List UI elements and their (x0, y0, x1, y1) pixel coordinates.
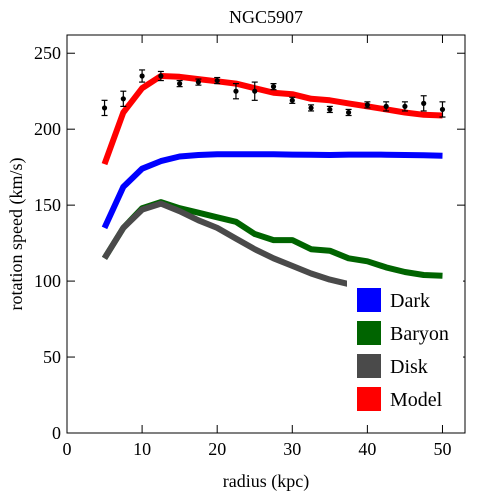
x-tick-label: 50 (433, 439, 451, 459)
legend-label-baryon: Baryon (390, 323, 449, 345)
series-lines (101, 73, 443, 310)
x-tick-label: 40 (358, 439, 376, 459)
legend: Dark Baryon Disk Model (347, 280, 463, 416)
legend-swatch-model (357, 387, 381, 411)
y-tick-label: 0 (52, 423, 61, 443)
data-point (252, 88, 258, 94)
y-tick-label: 100 (34, 271, 61, 291)
data-point (421, 100, 427, 106)
chart-title: NGC5907 (229, 7, 303, 27)
legend-swatch-disk (357, 354, 381, 378)
data-point (120, 96, 126, 102)
data-point (346, 109, 352, 116)
data-point (195, 79, 202, 85)
data-point (327, 106, 333, 113)
x-tick-label: 20 (208, 439, 226, 459)
data-point (177, 81, 183, 87)
data-point (158, 73, 164, 79)
y-axis-label: rotation speed (km/s) (6, 158, 27, 311)
plot-frame (66, 34, 466, 434)
x-axis-label: radius (kpc) (223, 471, 309, 492)
data-point (364, 102, 370, 108)
x-tick-label: 0 (63, 439, 72, 459)
legend-label-dark: Dark (390, 290, 430, 312)
legend-label-disk: Disk (390, 356, 428, 378)
data-point (214, 77, 220, 84)
y-tick-label: 150 (34, 195, 61, 215)
series-line-dark (101, 151, 443, 230)
legend-swatch-dark (357, 288, 381, 312)
data-point (383, 103, 389, 109)
data-point (308, 105, 314, 111)
series-line-baryon (101, 199, 443, 279)
y-tick-label: 50 (43, 347, 61, 367)
y-tick-label: 200 (34, 119, 61, 139)
observed-points (101, 69, 446, 118)
x-tick-label: 30 (283, 439, 301, 459)
data-point (270, 84, 277, 90)
legend-swatch-baryon (357, 321, 381, 345)
data-point (402, 103, 408, 109)
axis-ticks: 0 10 20 30 40 50 0 50 100 150 200 250 (34, 35, 465, 459)
legend-label-model: Model (390, 389, 443, 411)
data-point (139, 73, 145, 79)
data-point (289, 97, 295, 103)
data-point (101, 105, 108, 111)
data-point (233, 88, 239, 94)
y-tick-label: 250 (34, 43, 61, 63)
data-point (439, 106, 446, 113)
x-tick-label: 10 (133, 439, 151, 459)
